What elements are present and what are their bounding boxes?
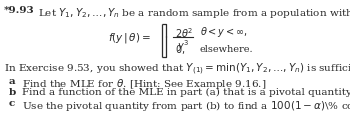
Text: b: b [9,88,16,97]
Text: elsewhere.: elsewhere. [200,45,254,54]
Text: c: c [9,99,15,108]
Text: $2\theta^2$: $2\theta^2$ [175,26,194,40]
Text: Let $Y_1, Y_2, \ldots, Y_n$ be a random sample from a population with density fu: Let $Y_1, Y_2, \ldots, Y_n$ be a random … [38,6,350,20]
Text: $0,$: $0,$ [175,42,186,55]
Text: Find the MLE for $\theta$. [Hint: See Example 9.16.]: Find the MLE for $\theta$. [Hint: See Ex… [22,77,266,91]
Text: a: a [9,77,16,86]
Text: $f(y\,|\,\theta) =$: $f(y\,|\,\theta) =$ [108,31,151,45]
Text: Use the pivotal quantity from part (b) to find a $100(1-\alpha)$\% confidence in: Use the pivotal quantity from part (b) t… [22,99,350,113]
Text: In Exercise 9.53, you showed that $Y_{(1)} = \min(Y_1, Y_2, \ldots, Y_n)$ is suf: In Exercise 9.53, you showed that $Y_{(1… [4,62,350,77]
Text: $y^3$: $y^3$ [177,38,189,54]
Text: *9.93: *9.93 [4,6,35,15]
Text: $\theta < y < \infty,$: $\theta < y < \infty,$ [200,25,248,39]
Text: Find a function of the MLE in part (a) that is a pivotal quantity.: Find a function of the MLE in part (a) t… [22,88,350,97]
